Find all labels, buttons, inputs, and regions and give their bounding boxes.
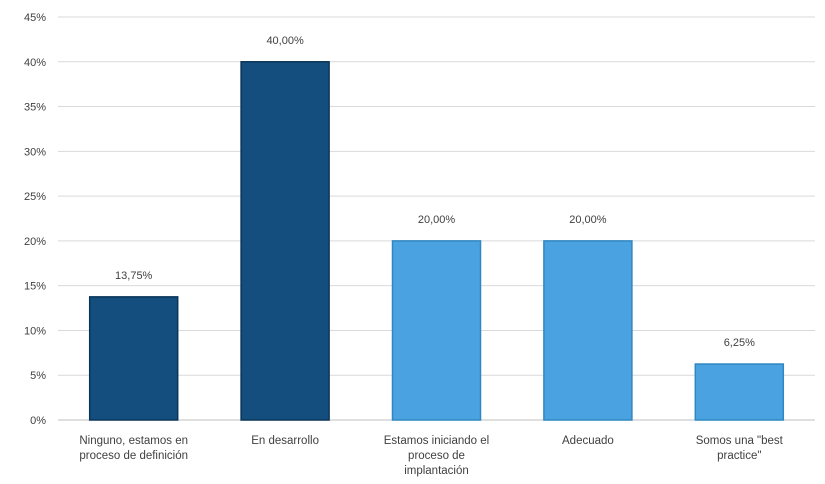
y-tick-label: 0% [30, 415, 46, 427]
bar [543, 240, 633, 421]
y-tick-label: 45% [24, 12, 46, 24]
category-label-line: Estamos iniciando el [384, 435, 489, 447]
data-label: 20,00% [569, 214, 607, 226]
category-label: En desarrollo [251, 435, 319, 447]
y-tick-label: 30% [24, 146, 46, 158]
bars [88, 61, 785, 421]
category-label-line: implantación [404, 465, 469, 477]
y-tick-label: 10% [24, 325, 46, 337]
category-label-line: En desarrollo [251, 435, 319, 447]
data-label: 20,00% [418, 214, 456, 226]
bar [694, 363, 785, 421]
data-label: 40,00% [266, 35, 304, 47]
category-label-line: proceso de definición [79, 450, 188, 462]
data-label: 6,25% [724, 337, 755, 349]
category-label: Adecuado [562, 435, 614, 447]
y-tick-label: 20% [24, 236, 46, 248]
bar [240, 61, 330, 421]
category-label-line: Adecuado [562, 435, 614, 447]
category-label: Estamos iniciando el proceso de implantaci… [384, 435, 489, 477]
category-label: Ninguno, estamos en proceso de definición [79, 435, 188, 462]
data-label: 13,75% [115, 270, 153, 282]
y-tick-label: 15% [24, 281, 46, 293]
y-tick-label: 5% [30, 370, 46, 382]
y-axis-ticks: 0% 5% 10% 15% 20% 25% 30% 35% 40% 45% [24, 12, 46, 427]
category-labels: Ninguno, estamos en proceso de definición… [79, 435, 783, 477]
bar [88, 296, 179, 421]
category-label-line: Ninguno, estamos en [79, 435, 188, 447]
y-tick-label: 35% [24, 102, 46, 114]
data-labels: 13,75% 40,00% 20,00% 20,00% 6,25% [115, 35, 755, 349]
bar [391, 240, 482, 421]
y-tick-label: 25% [24, 191, 46, 203]
category-label-line: proceso de [408, 450, 465, 462]
category-label-line: practice" [717, 450, 761, 462]
category-label-line: Somos una "best [696, 435, 784, 447]
category-label: Somos una "best practice" [696, 435, 784, 462]
y-tick-label: 40% [24, 57, 46, 69]
